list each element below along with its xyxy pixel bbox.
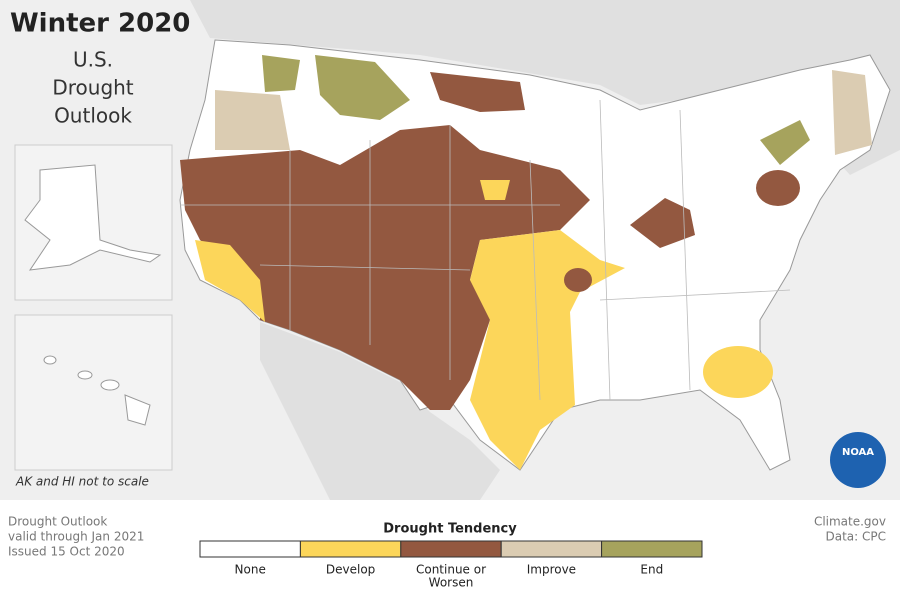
legend-swatch	[199, 540, 301, 558]
region-improve	[215, 90, 290, 150]
canada	[190, 0, 900, 175]
logo-text: NOAA	[842, 447, 874, 458]
footer-left-line: Issued 15 Oct 2020	[8, 545, 125, 559]
footer-left-line: Drought Outlook	[8, 515, 107, 529]
region-develop	[480, 180, 510, 200]
title: Winter 2020	[10, 9, 190, 39]
alaska	[24, 164, 162, 271]
region-continue	[430, 72, 525, 112]
mexico	[260, 322, 500, 500]
region-end	[760, 120, 810, 165]
footer-right-line: Data: CPC	[825, 530, 886, 544]
subtitle-line: U.S.	[73, 48, 113, 72]
region-end	[315, 55, 410, 120]
footer-left-line: valid through Jan 2021	[8, 530, 144, 544]
subtitle-line: Outlook	[54, 104, 132, 128]
region-continue	[756, 170, 800, 206]
legend-swatch	[601, 540, 703, 558]
legend-label: Worsen	[429, 576, 474, 590]
legend-label: Develop	[326, 563, 375, 577]
region-end	[262, 55, 300, 92]
region-continue	[564, 268, 592, 292]
legend-label: End	[640, 563, 663, 577]
hawaii	[43, 355, 151, 426]
legend-title: Drought Tendency	[383, 522, 517, 537]
legend-label: Improve	[527, 563, 576, 577]
region-continue	[630, 198, 695, 248]
legend-label: Continue or	[416, 563, 486, 577]
region-develop	[703, 346, 773, 398]
hawaii-inset	[14, 314, 173, 471]
region-improve	[832, 70, 872, 155]
region-develop	[195, 240, 265, 322]
legend-swatch	[400, 540, 502, 558]
legend-swatch	[299, 540, 402, 558]
subtitle-line: Drought	[52, 76, 133, 100]
subtitle: U.S. Drought Outlook	[52, 48, 133, 128]
legend-swatch	[500, 540, 603, 558]
state-borders	[180, 99, 791, 401]
footer-right-line: Climate.gov	[814, 515, 886, 529]
logo	[830, 432, 886, 488]
legend-label: None	[235, 563, 266, 577]
us-map	[179, 39, 891, 471]
region-develop	[470, 230, 625, 470]
inset-note: AK and HI not to scale	[15, 475, 149, 489]
